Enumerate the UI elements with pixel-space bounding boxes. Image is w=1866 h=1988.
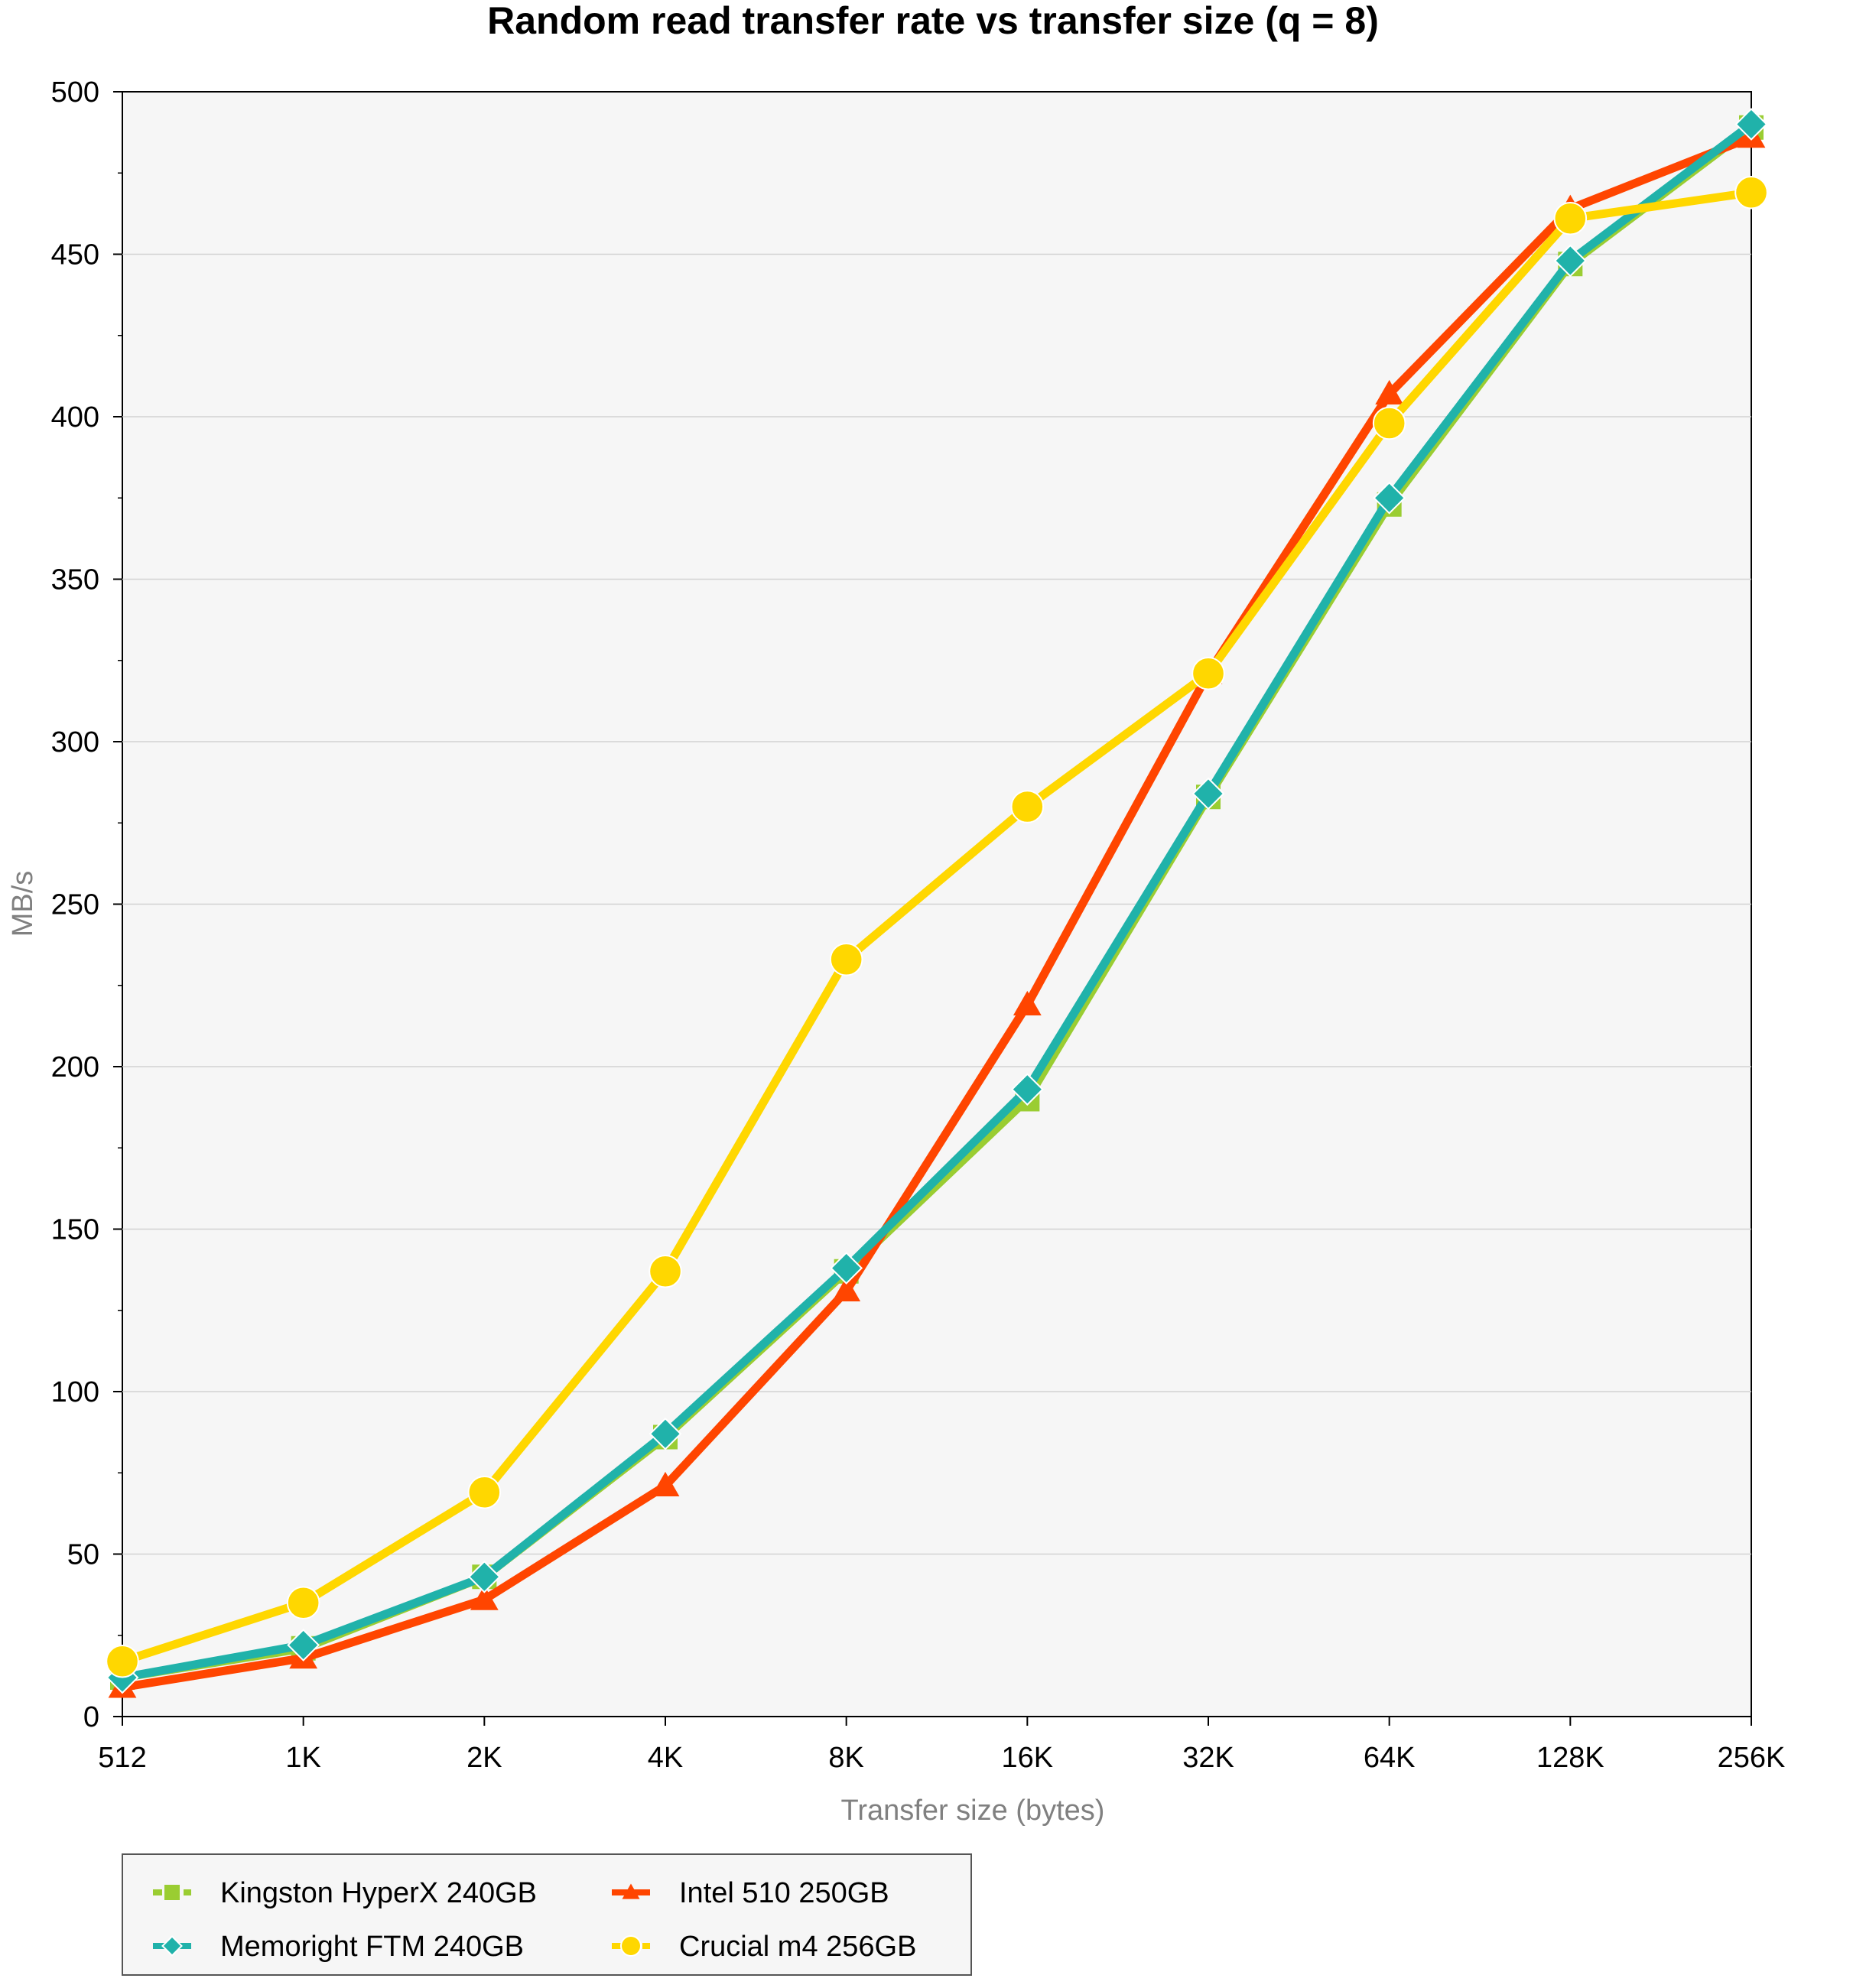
series-line	[118, 120, 1756, 1682]
x-tick-label: 64K	[1364, 1742, 1416, 1774]
gridlines	[122, 253, 1751, 1555]
y-axis-label: MB/s	[7, 871, 39, 937]
y-tick-label: 150	[51, 1214, 99, 1246]
data-point	[1734, 175, 1768, 210]
x-tick-label: 128K	[1536, 1742, 1604, 1774]
legend: Kingston HyperX 240GB Intel 510 250GB Memo…	[122, 1853, 972, 1976]
data-point	[1373, 481, 1406, 515]
x-axis-ticks: 512 1K 2K 4K 8K 16K 32K 64K 128K 256K	[98, 1717, 1785, 1774]
y-tick-label: 300	[51, 726, 99, 758]
y-tick-label: 250	[51, 889, 99, 921]
data-point	[649, 1254, 682, 1288]
x-tick-label: 256K	[1718, 1742, 1786, 1774]
y-tick-label: 400	[51, 401, 99, 434]
legend-item: Kingston HyperX 240GB	[153, 1877, 537, 1909]
series-line	[118, 188, 1756, 1666]
data-point	[1191, 777, 1225, 810]
x-tick-label: 512	[98, 1742, 146, 1774]
legend-item: Intel 510 250GB	[612, 1877, 889, 1909]
data-point	[651, 1471, 680, 1497]
data-point	[1375, 379, 1404, 405]
x-tick-label: 1K	[285, 1742, 320, 1774]
data-point	[830, 1252, 863, 1285]
y-tick-label: 200	[51, 1051, 99, 1083]
data-point	[1372, 406, 1406, 440]
y-tick-label: 50	[67, 1539, 99, 1571]
legend-label: Crucial m4 256GB	[679, 1931, 916, 1963]
data-point	[1010, 790, 1045, 823]
data-point	[649, 1417, 682, 1450]
data-point	[1734, 108, 1768, 141]
y-tick-label: 350	[51, 564, 99, 596]
legend-marker	[620, 1935, 642, 1957]
y-tick-label: 100	[51, 1376, 99, 1408]
legend-marker	[622, 1883, 640, 1899]
legend-item: Crucial m4 256GB	[612, 1931, 916, 1963]
y-tick-label: 500	[51, 76, 99, 109]
x-tick-label: 8K	[828, 1742, 863, 1774]
data-point	[832, 1276, 861, 1302]
x-tick-label: 2K	[466, 1742, 502, 1774]
x-tick-label: 16K	[1002, 1742, 1054, 1774]
legend-marker	[161, 1935, 183, 1957]
series-circle	[106, 175, 1768, 1678]
y-tick-label: 0	[83, 1701, 99, 1733]
series-layer	[106, 108, 1768, 1698]
data-point	[829, 942, 863, 976]
data-point	[287, 1629, 320, 1662]
legend-label: Kingston HyperX 240GB	[220, 1877, 537, 1909]
data-point	[1013, 990, 1042, 1016]
x-tick-label: 32K	[1182, 1742, 1234, 1774]
data-point	[470, 1585, 499, 1610]
legend-label: Memoright FTM 240GB	[220, 1931, 524, 1963]
data-point	[467, 1560, 501, 1593]
legend-box	[122, 1853, 972, 1976]
data-point	[1553, 201, 1588, 236]
x-tick-label: 4K	[648, 1742, 683, 1774]
data-point	[467, 1475, 502, 1509]
series-line	[118, 133, 1756, 1692]
x-axis-label: Transfer size (bytes)	[841, 1795, 1105, 1827]
data-point	[1553, 244, 1587, 278]
chart-title: Random read transfer rate vs transfer si…	[487, 0, 1379, 42]
legend-item: Memoright FTM 240GB	[153, 1931, 524, 1963]
legend-marker	[164, 1885, 180, 1900]
data-point	[1010, 1073, 1044, 1106]
y-tick-label: 450	[51, 239, 99, 271]
data-point	[286, 1586, 320, 1620]
legend-label: Intel 510 250GB	[679, 1877, 889, 1909]
data-point	[1191, 656, 1225, 690]
data-point	[106, 1644, 139, 1678]
y-axis-ticks: 0 50 100 150 200 250 300 350 400 450 500	[51, 76, 122, 1733]
